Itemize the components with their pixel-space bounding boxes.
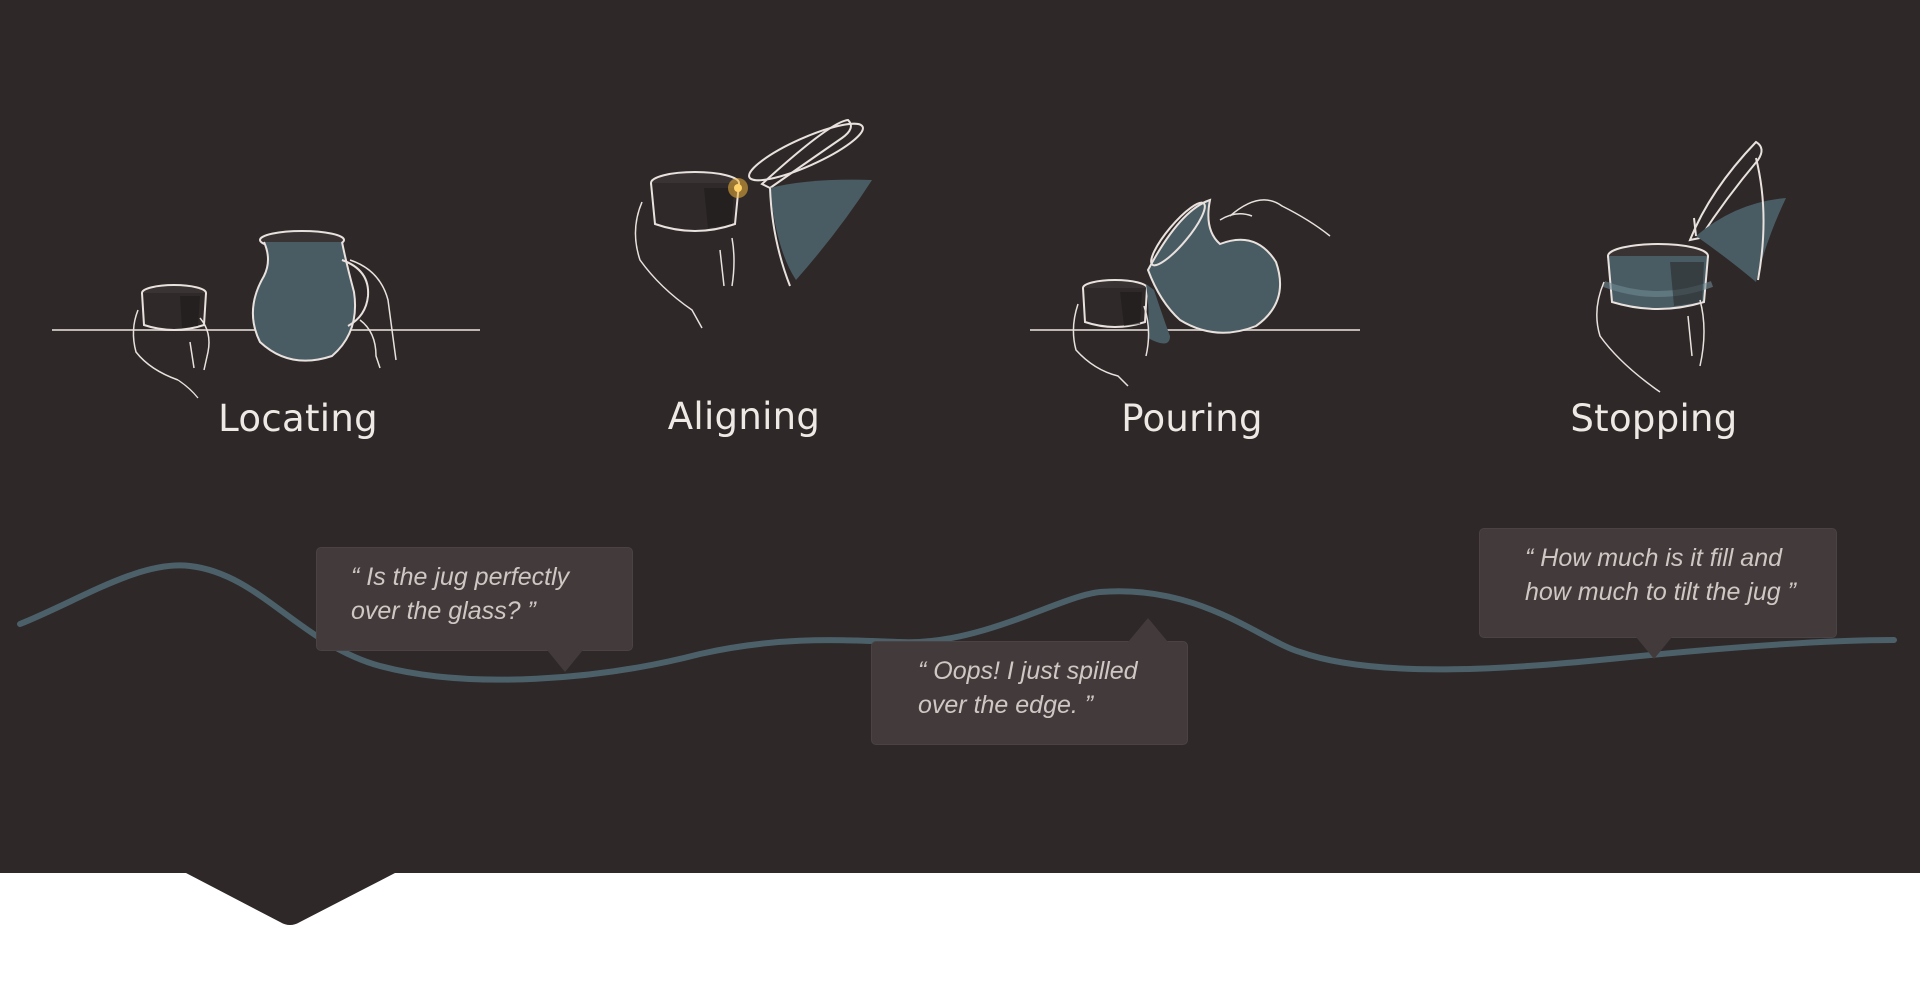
step-label-aligning: Aligning [667,395,821,438]
quote-bubble: “ Oops! I just spilled over the edge. ” [871,641,1188,745]
quote-bubble: “ Is the jug perfectly over the glass? ” [316,547,633,651]
quote-bubble: “ How much is it fill and how much to ti… [1479,528,1837,638]
quote-line: how much to tilt the jug ” [1525,578,1796,606]
quote-line: “ How much is it fill and [1525,544,1783,572]
step-label-locating: Locating [218,397,378,440]
quote-line: “ Oops! I just spilled [918,657,1138,685]
quote-line: over the glass? ” [351,597,536,625]
step-label-pouring: Pouring [1121,397,1263,440]
quote-pointer [1636,637,1672,659]
hand-glass-jug-on-table-icon [52,230,480,399]
jug-pouring-into-glass-icon [1030,198,1360,387]
quote-line: “ Is the jug perfectly [351,563,570,591]
quote-line: over the edge. ” [918,691,1094,719]
hand-glass-tilted-jug-icon [634,118,872,329]
step-label-stopping: Stopping [1570,397,1738,440]
quote-pointer [1128,618,1168,642]
full-glass-jug-stop-icon [1596,140,1786,393]
quote-pointer [547,650,583,672]
